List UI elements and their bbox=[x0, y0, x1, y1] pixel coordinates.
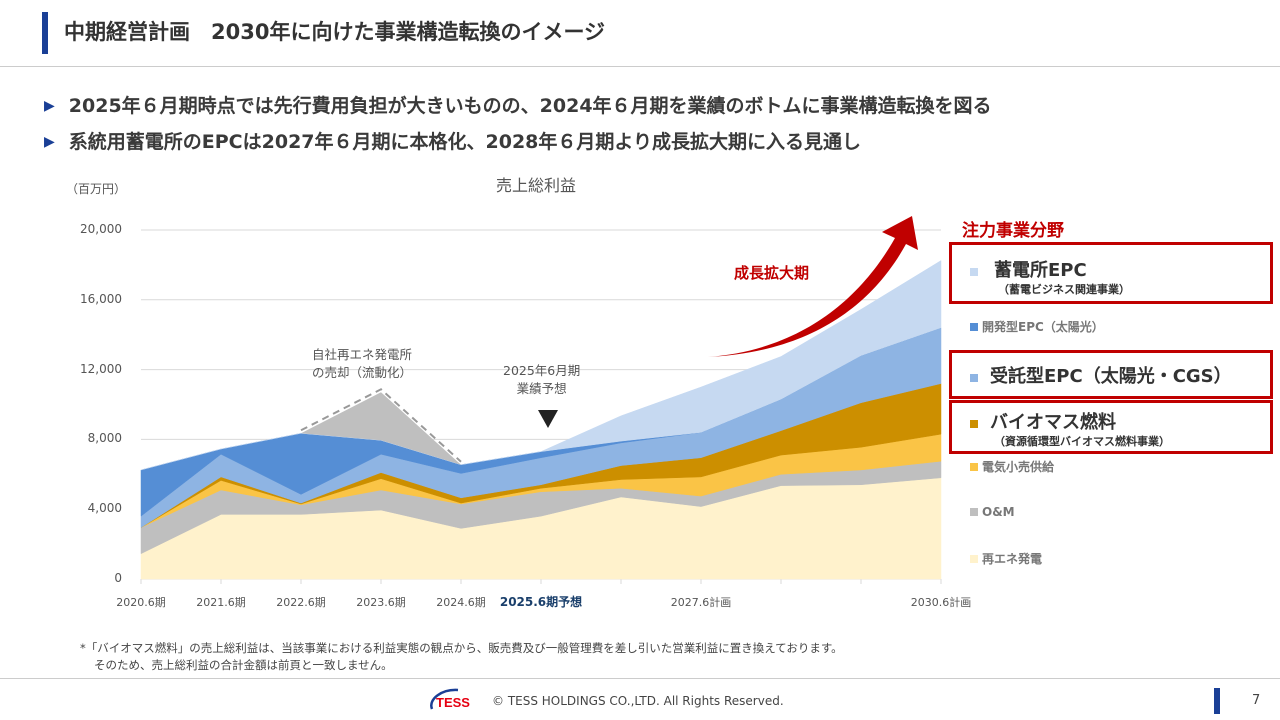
x-tick-label: 2022.6期 bbox=[276, 596, 326, 609]
legend-label: 再エネ発電 bbox=[982, 552, 1043, 566]
bullet-2: ▶ 系統用蓄電所のEPCは2027年６月期に本格化、2028年６月期より成長拡大期… bbox=[44, 127, 861, 154]
legend-retail: 電気小売供給 bbox=[970, 458, 1054, 475]
bullet-text: 2025年６月期時点では先行費用負担が大きいものの、2024年６月期を業績のボト… bbox=[68, 95, 992, 117]
legend-swatch bbox=[970, 268, 978, 276]
down-triangle-marker-icon bbox=[538, 410, 558, 428]
legend-label: 受託型EPC（太陽光・CGS） bbox=[990, 366, 1232, 387]
focus-area-label: 注力事業分野 bbox=[962, 221, 1064, 241]
bullet-1: ▶ 2025年６月期時点では先行費用負担が大きいものの、2024年６月期を業績のボ… bbox=[44, 91, 992, 118]
area-series-sale bbox=[301, 392, 461, 465]
y-axis-unit: （百万円） bbox=[66, 182, 127, 196]
legend-label: バイオマス燃料 bbox=[990, 412, 1116, 433]
legend-storage-epc: 蓄電所EPC （蓄電ビジネス関連事業） bbox=[970, 256, 1130, 297]
page-number: 7 bbox=[1252, 693, 1261, 708]
svg-text:TESS: TESS bbox=[436, 695, 470, 710]
x-tick-label: 2020.6期 bbox=[116, 596, 166, 609]
chart-title: 売上総利益 bbox=[496, 176, 577, 195]
page-accent-bar bbox=[1214, 688, 1220, 714]
tess-logo: TESS bbox=[430, 688, 470, 710]
page-title: 中期経営計画 2030年に向けた事業構造転換のイメージ bbox=[64, 20, 606, 44]
divider bbox=[0, 66, 1280, 67]
footnote: *「バイオマス燃料」の売上総利益は、当該事業における利益実態の観点から、販売費及… bbox=[80, 640, 843, 674]
legend-om: O&M bbox=[970, 505, 1015, 519]
sale-annotation-text: 自社再エネ発電所 の売却（流動化） bbox=[312, 347, 413, 380]
legend-label: O&M bbox=[982, 505, 1015, 519]
legend-swatch bbox=[970, 420, 978, 428]
sale-dashed-outline bbox=[300, 388, 462, 463]
x-tick-label: 2024.6期 bbox=[436, 596, 486, 609]
x-tick-label: 2027.6計画 bbox=[670, 596, 732, 609]
legend-renewable: 再エネ発電 bbox=[970, 550, 1042, 567]
focus-box-storage bbox=[949, 242, 1273, 304]
legend-swatch bbox=[970, 508, 978, 516]
forecast-annotation: 2025年6月期 業績予想 bbox=[503, 362, 580, 398]
triangle-bullet-icon: ▶ bbox=[44, 98, 55, 114]
bullet-text: 系統用蓄電所のEPCは2027年６月期に本格化、2028年６月期より成長拡大期に… bbox=[68, 131, 862, 153]
legend-dev-epc: 開発型EPC（太陽光） bbox=[970, 318, 1104, 335]
legend-swatch bbox=[970, 323, 978, 331]
legend-biomass: バイオマス燃料 （資源循環型バイオマス燃料事業） bbox=[970, 408, 1170, 449]
y-tick-label: 0 bbox=[114, 571, 122, 585]
focus-box-contract-epc bbox=[949, 350, 1273, 399]
divider bbox=[0, 678, 1280, 679]
footnote-line: *「バイオマス燃料」の売上総利益は、当該事業における利益実態の観点から、販売費及… bbox=[80, 641, 843, 655]
legend-sublabel: （資源循環型バイオマス燃料事業） bbox=[994, 435, 1170, 448]
y-tick-label: 12,000 bbox=[80, 361, 122, 376]
legend-label: 蓄電所EPC bbox=[994, 260, 1087, 281]
legend-label: 開発型EPC（太陽光） bbox=[982, 320, 1104, 334]
legend-contract-epc: 受託型EPC（太陽光・CGS） bbox=[970, 362, 1232, 388]
growth-annotation: 成長拡大期 bbox=[734, 264, 810, 282]
y-tick-label: 8,000 bbox=[87, 431, 122, 446]
legend-label: 電気小売供給 bbox=[982, 460, 1055, 474]
legend-swatch bbox=[970, 555, 978, 563]
sale-annotation: 自社再エネ発電所 の売却（流動化） bbox=[312, 346, 412, 382]
legend-sublabel: （蓄電ビジネス関連事業） bbox=[998, 283, 1130, 296]
x-tick-label: 2021.6期 bbox=[196, 596, 246, 609]
focus-box-biomass bbox=[949, 400, 1273, 454]
y-tick-label: 20,000 bbox=[80, 222, 122, 236]
y-tick-label: 4,000 bbox=[87, 501, 122, 516]
triangle-bullet-icon: ▶ bbox=[44, 134, 55, 150]
footnote-line: そのため、売上総利益の合計金額は前頁と一致しません。 bbox=[94, 658, 393, 672]
x-tick-label: 2023.6期 bbox=[356, 596, 406, 609]
x-tick-label: 2030.6計画 bbox=[910, 596, 972, 609]
legend-swatch bbox=[970, 463, 978, 471]
copyright: © TESS HOLDINGS CO.,LTD. All Rights Rese… bbox=[492, 694, 784, 708]
y-tick-label: 16,000 bbox=[80, 291, 122, 306]
growth-arrow-icon bbox=[708, 216, 918, 357]
legend-swatch bbox=[970, 374, 978, 382]
x-tick-label: 2025.6期予想 bbox=[499, 595, 583, 609]
title-accent-bar bbox=[42, 12, 48, 54]
forecast-annotation-text: 2025年6月期 業績予想 bbox=[503, 363, 581, 396]
